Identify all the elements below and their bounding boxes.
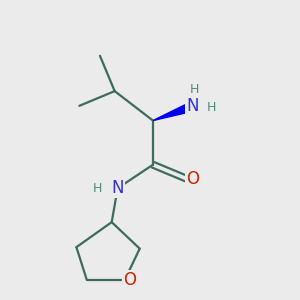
Text: O: O [123,271,136,289]
Text: N: N [111,179,124,197]
Text: H: H [92,182,102,195]
Text: H: H [190,83,199,96]
Text: O: O [186,170,199,188]
Text: H: H [207,101,217,114]
Polygon shape [153,101,196,121]
Text: N: N [186,97,199,115]
